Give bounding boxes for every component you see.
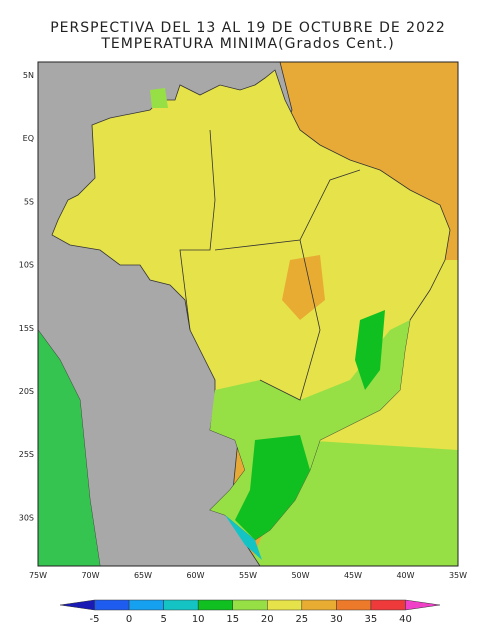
state-border xyxy=(214,169,361,251)
lat-label: 15S xyxy=(19,324,34,333)
subtitle: TEMPERATURA MINIMA(Grados Cent.) xyxy=(100,36,394,52)
zone-cold xyxy=(225,515,262,560)
lon-label: 70W xyxy=(81,571,99,580)
lon-label: 60W xyxy=(186,571,204,580)
legend-swatch xyxy=(59,599,95,611)
legend-swatch xyxy=(301,599,337,611)
lon-label: 65W xyxy=(134,571,152,580)
lat-label: 30S xyxy=(19,513,34,522)
lat-label: 5N xyxy=(23,71,34,80)
lat-label: 5S xyxy=(24,197,34,206)
zone-cool xyxy=(235,435,310,540)
lon-label: 40W xyxy=(396,571,414,580)
state-border xyxy=(179,129,216,331)
legend-label: 25 xyxy=(295,614,308,625)
frame xyxy=(37,61,459,567)
zone-north xyxy=(150,88,168,108)
pacific xyxy=(38,330,100,566)
lat-label: 10S xyxy=(19,261,34,270)
map xyxy=(37,61,459,567)
lon-label: 50W xyxy=(291,571,309,580)
title: PERSPECTIVA DEL 13 AL 19 DE OCTUBRE DE 2… xyxy=(50,20,446,36)
legend-swatch xyxy=(370,599,406,611)
legend-swatch xyxy=(94,599,130,611)
legend-label: 35 xyxy=(365,614,378,625)
legend-swatch xyxy=(197,599,233,611)
lon-label: 55W xyxy=(239,571,257,580)
legend-label: 5 xyxy=(160,614,166,625)
legend-label: 10 xyxy=(192,614,205,625)
legend-label: 15 xyxy=(226,614,239,625)
legend-swatch xyxy=(128,599,164,611)
legend-label: -5 xyxy=(90,614,100,625)
legend-label: 40 xyxy=(399,614,412,625)
state-border xyxy=(259,239,321,401)
lon-label: 75W xyxy=(29,571,47,580)
lat-label: EQ xyxy=(23,134,34,143)
lat-label: 25S xyxy=(19,450,34,459)
lon-label: 35W xyxy=(449,571,467,580)
lat-label: 20S xyxy=(19,387,34,396)
legend-swatch xyxy=(267,599,303,611)
zone-cool-se xyxy=(355,310,385,390)
legend-swatch xyxy=(232,599,268,611)
lon-label: 45W xyxy=(344,571,362,580)
legend-label: 20 xyxy=(261,614,274,625)
legend-swatch xyxy=(163,599,199,611)
legend-swatch xyxy=(405,599,441,611)
legend-swatch xyxy=(336,599,372,611)
legend-label: 0 xyxy=(126,614,132,625)
legend-label: 30 xyxy=(330,614,343,625)
